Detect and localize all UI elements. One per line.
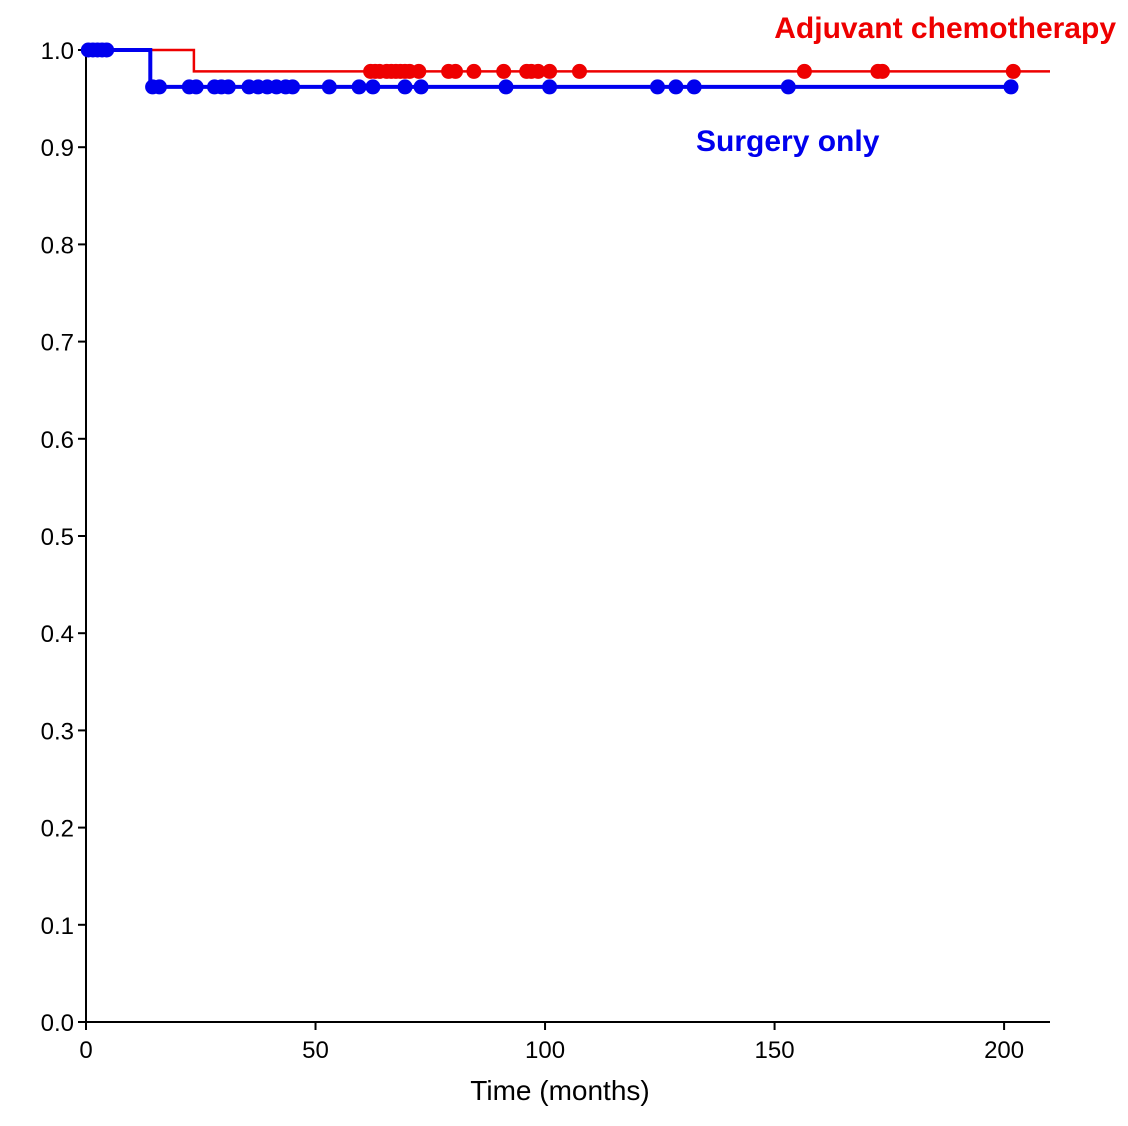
axes: 0 50 100 150 200 0.0 0.1 0.2 0.3 0.4 0.5 0.6 0.7 0.8…: [41, 38, 1050, 1106]
censor-marker: [542, 79, 558, 95]
censor-marker: [448, 63, 463, 79]
survival-curve-adjuvant-chemotherapy: [86, 48, 1050, 73]
censor-marker: [99, 42, 115, 58]
censor-marker: [1005, 63, 1021, 79]
censor-marker: [686, 79, 702, 95]
censor-marker: [780, 79, 796, 95]
y-axis-ticks: 0.0 0.1 0.2 0.3 0.4 0.5 0.6 0.7 0.8 0.9 1.0: [41, 38, 86, 1037]
censor-marker: [321, 79, 337, 95]
y-tick-label: 0.0: [41, 1010, 74, 1037]
y-tick-label: 0.5: [41, 524, 74, 551]
x-tick-label: 50: [302, 1037, 329, 1064]
censor-marker: [188, 79, 204, 95]
censor-marker: [351, 79, 367, 95]
censor-marker: [650, 79, 665, 95]
y-tick-label: 0.8: [41, 232, 74, 259]
x-tick-label: 200: [984, 1037, 1024, 1064]
censor-marker: [466, 63, 482, 79]
series-labels: Adjuvant chemotherapy Surgery only: [696, 12, 1116, 158]
censor-marker: [572, 63, 587, 79]
x-axis-ticks: 0 50 100 150 200: [79, 1022, 1024, 1064]
censor-markers: [80, 42, 1021, 95]
censor-marker: [285, 79, 301, 95]
y-tick-label: 0.7: [41, 330, 74, 357]
x-tick-label: 0: [79, 1037, 92, 1064]
y-tick-label: 0.1: [41, 913, 74, 940]
series-label-adjuvant-chemotherapy: Adjuvant chemotherapy: [774, 12, 1116, 45]
y-tick-label: 0.9: [41, 135, 74, 162]
x-tick-label: 150: [755, 1037, 795, 1064]
y-tick-label: 0.4: [41, 621, 74, 648]
x-axis-title: Time (months): [470, 1075, 649, 1106]
censor-marker: [365, 79, 381, 95]
x-tick-label: 100: [525, 1037, 565, 1064]
censor-marker: [874, 63, 890, 79]
censor-marker: [1003, 79, 1019, 95]
censor-marker: [668, 79, 684, 95]
censor-marker: [220, 79, 236, 95]
y-tick-label: 0.6: [41, 427, 74, 454]
censor-marker: [413, 79, 429, 95]
y-tick-label: 0.2: [41, 816, 74, 843]
censor-marker: [530, 63, 546, 79]
y-tick-label: 0.3: [41, 718, 74, 745]
censor-marker: [496, 63, 512, 79]
censor-marker: [397, 79, 413, 95]
series-label-surgery-only: Surgery only: [696, 125, 880, 158]
censor-marker: [498, 79, 514, 95]
censor-marker: [151, 79, 167, 95]
censor-marker: [411, 63, 427, 79]
censor-marker: [796, 63, 812, 79]
survival-curve-surgery-only: [86, 48, 1014, 89]
censor-marker: [542, 63, 558, 79]
y-tick-label: 1.0: [41, 38, 74, 65]
survival-curves: [86, 48, 1050, 89]
